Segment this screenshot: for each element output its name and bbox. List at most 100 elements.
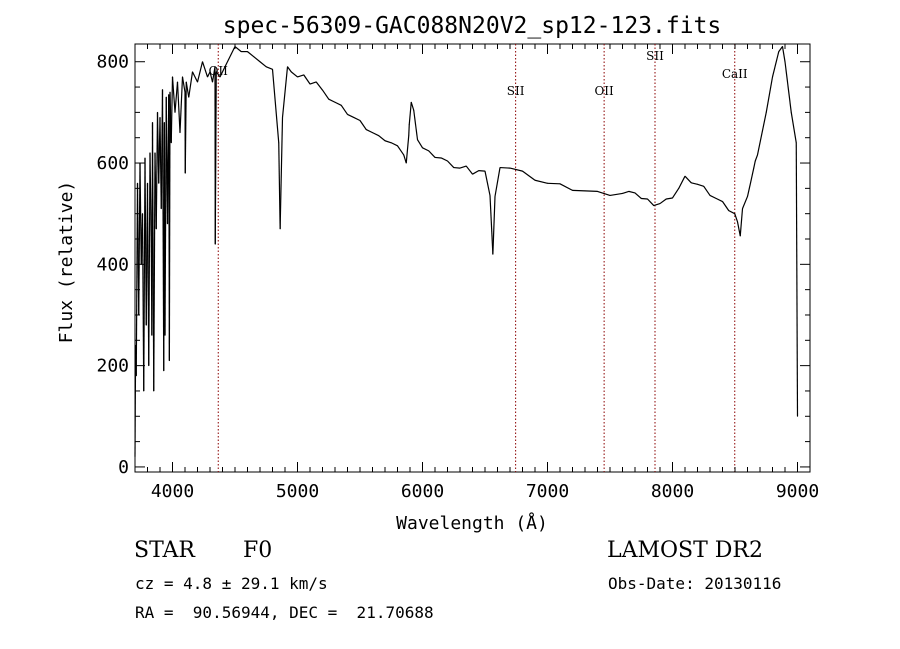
spectrum-segment	[171, 76, 176, 113]
spectrum-segment	[170, 76, 174, 143]
spectrum-segment	[472, 170, 480, 175]
chart-title: spec-56309-GAC088N20V2_sp12-123.fits	[223, 13, 722, 39]
spectrum-segment	[148, 152, 151, 366]
spectrum-segment	[478, 170, 486, 172]
spectrum-segment	[440, 157, 448, 162]
spectrum-segment	[384, 140, 392, 144]
spectrum-segment	[413, 110, 419, 140]
spectrum-segment	[206, 71, 211, 78]
spectrum-segment	[149, 152, 152, 240]
spectrum-segment	[428, 150, 436, 158]
spectrum-segment	[174, 81, 179, 113]
spectrum-segment	[781, 46, 786, 62]
spectrum-segment	[259, 61, 267, 68]
spectrum-segment	[609, 192, 623, 197]
spectrum-segment	[271, 69, 280, 143]
spectrum-segment	[739, 208, 744, 237]
spectrum-segment	[405, 135, 410, 164]
spectrum-segment	[647, 198, 655, 206]
y-tick-label: 200	[96, 356, 129, 377]
spectrum-segment	[410, 102, 415, 111]
y-tick-label: 400	[96, 254, 129, 275]
spectrum-segment	[290, 71, 298, 78]
spectrum-segment	[559, 183, 573, 191]
spectrum-segment	[309, 81, 317, 85]
x-tick-label: 6000	[401, 481, 444, 502]
spectrum-segment	[741, 196, 749, 209]
spectrum-segment	[347, 113, 355, 118]
y-tick-label: 800	[96, 52, 129, 73]
plot-frame	[134, 43, 811, 473]
spectrum-segment	[303, 74, 311, 85]
spectrum-segment	[390, 142, 398, 147]
spectrum-segment	[176, 81, 181, 133]
spectrum-segment	[722, 201, 730, 211]
spectrum-segment	[765, 76, 774, 113]
spectrum-segment	[297, 74, 304, 78]
spectrum-point	[797, 415, 798, 417]
x-tick-label: 5000	[276, 481, 319, 502]
line-marker-label: CaII	[722, 67, 748, 81]
spectrum-segment	[287, 66, 292, 73]
spectrum-segment	[771, 51, 780, 78]
spectrum-segment	[734, 213, 739, 222]
spectrum-segment	[691, 182, 698, 185]
spectrum-segment	[247, 51, 255, 58]
spectrum-segment	[184, 81, 187, 174]
spectrum-segment	[353, 116, 361, 122]
line-marker-label: OII	[594, 84, 614, 98]
spectrum-segment	[494, 167, 501, 197]
redshift-value: cz = 4.8 ± 29.1 km/s	[135, 574, 328, 593]
spectrum-segment	[756, 142, 761, 156]
spectrum-segment	[784, 61, 792, 113]
spectrum-segment	[709, 194, 717, 200]
spectrum-segment	[372, 132, 380, 137]
spectrum-segment	[790, 112, 797, 143]
spectrum-segment	[340, 104, 348, 115]
spectrum-segment	[328, 98, 336, 103]
spectrum-segment	[179, 76, 184, 133]
x-axis-label: Wavelength (Å)	[396, 512, 548, 534]
spectrum-segment	[659, 198, 667, 205]
object-class: STAR	[134, 538, 195, 563]
spectrum-segment	[522, 170, 536, 181]
spectrum-segment	[697, 183, 704, 187]
spectrum-segment	[754, 154, 759, 162]
spectrum-segment	[434, 156, 442, 159]
spectrum-segment	[397, 145, 405, 156]
spectral-subclass: F0	[243, 538, 273, 563]
spectrum-segment	[365, 129, 373, 134]
spectrum-segment	[465, 165, 473, 175]
spectrum-segment	[224, 56, 231, 68]
spectrum-segment	[219, 66, 226, 78]
spectrum-segment	[489, 195, 494, 255]
spectrum-segment	[234, 46, 242, 53]
spectrum-segment	[499, 166, 511, 169]
line-marker-label: SII	[646, 49, 664, 63]
spectrum-series	[134, 46, 799, 458]
spectrum-segment	[666, 197, 673, 200]
spectrum-segment	[749, 167, 755, 186]
survey-name: LAMOST DR2	[607, 538, 763, 563]
y-tick-label: 600	[96, 153, 129, 174]
spectrum-segment	[201, 61, 209, 78]
spectrum-segment	[185, 81, 190, 98]
spectrum-segment	[684, 175, 692, 184]
spectrum-segment	[492, 196, 496, 255]
spectrum-segment	[447, 160, 455, 169]
spectrum-segment	[678, 175, 686, 189]
spectrum-segment	[572, 189, 586, 192]
spectrum-segment	[322, 89, 330, 100]
spectrum-segment	[653, 202, 661, 207]
spectrum-segment	[315, 81, 323, 91]
spectrum-segment	[728, 210, 736, 215]
spectrum-segment	[181, 76, 186, 93]
spectrum-segment	[453, 166, 461, 169]
spectrum-segment	[229, 46, 236, 57]
spectrum-segment	[408, 124, 410, 136]
axis-ticks: 4000 5000 6000 7000 8000 9000 0 200 400 600 800	[96, 44, 819, 502]
spectrum-segment	[746, 185, 751, 197]
line-marker-label: SII	[507, 84, 525, 98]
